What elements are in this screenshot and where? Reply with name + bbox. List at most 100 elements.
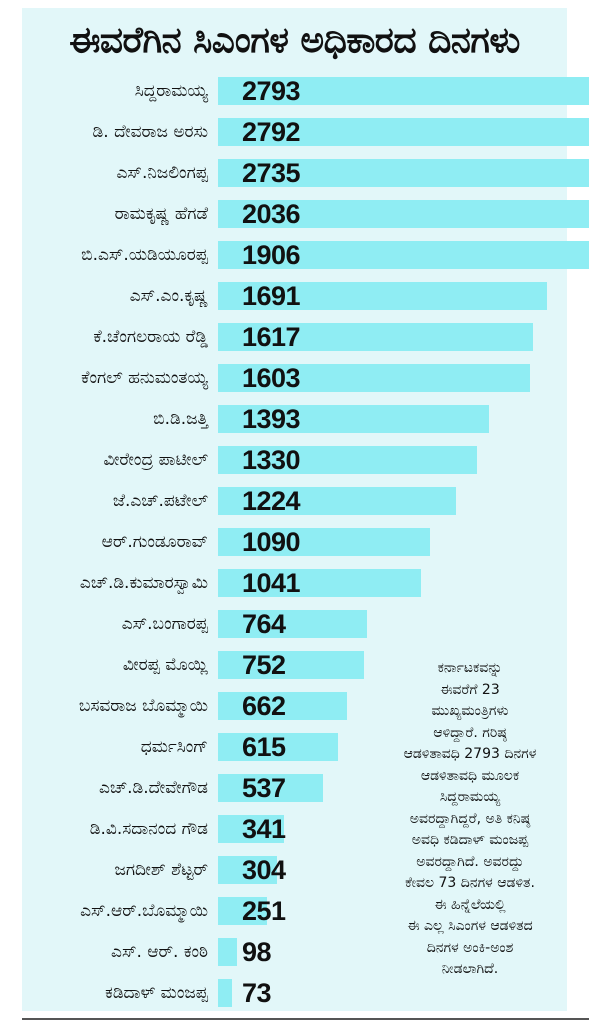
bar-row: ಕಡಿದಾಳ್ ಮಂಜಪ್ಪ 73	[0, 976, 589, 1010]
bar-row: ಸಿದ್ದರಾಮಯ್ಯ 2793	[0, 74, 589, 108]
value-label: 2793	[242, 76, 301, 106]
category-label: ಎಚ್.ಡಿ.ಕುಮಾರಸ್ವಾಮಿ	[79, 573, 208, 593]
bar	[218, 528, 430, 556]
category-label: ಬಿ.ಎಸ್.ಯಡಿಯೂರಪ್ಪ	[81, 245, 208, 265]
value-label: 752	[242, 650, 286, 680]
bar-row: ಜೆ.ಎಚ್.ಪಟೇಲ್ 1224	[0, 484, 589, 518]
category-label: ವೀರೇಂದ್ರ ಪಾಟೀಲ್	[103, 450, 208, 470]
bar	[218, 118, 589, 146]
category-label: ಆರ್.ಗುಂಡೂರಾವ್	[101, 532, 208, 552]
annotation-line: ಆಳಿದ್ದಾರೆ. ಗರಿಷ್ಠ	[433, 724, 507, 741]
bar	[218, 241, 589, 269]
category-label: ಕೆಂಗಲ್ ಹನುಮಂತಯ್ಯ	[81, 368, 208, 388]
value-label: 1041	[242, 568, 301, 598]
bar-row: ಡಿ.ವಿ.ಸದಾನಂದ ಗೌಡ 341	[0, 812, 589, 846]
chart-annotation: ಕರ್ನಾಟಕವನ್ನು ಈವರೆಗೆ 23 ಮುಖ್ಯಮಂತ್ರಿಗಳು ಆಳಿದ್…	[370, 658, 570, 981]
bar	[218, 323, 533, 351]
annotation-line: ಆಡಳಿತಾವಧಿ ಮೂಲಕ	[420, 767, 520, 784]
annotation-line: ಅವರದ್ದಾಗಿದ್ದರೆ, ಅತಿ ಕನಿಷ್ಠ	[409, 810, 531, 827]
annotation-line: ಅವಧಿ ಕಡಿದಾಳ್ ಮಂಜಪ್ಪ	[411, 832, 529, 848]
category-label: ಎಸ್.ಬಂಗಾರಪ್ಪ	[121, 614, 208, 634]
bar	[218, 405, 489, 433]
bar-row: ಕೆ.ಚೆಂಗಲರಾಯ ರೆಡ್ಡಿ 1617	[0, 320, 589, 354]
value-label: 304	[242, 855, 286, 885]
value-label: 1330	[242, 445, 301, 475]
bar-row: ಎಸ್.ಬಂಗಾರಪ್ಪ 764	[0, 607, 589, 641]
value-label: 2792	[242, 117, 301, 147]
bar-row: ಬಿ.ಎಸ್.ಯಡಿಯೂರಪ್ಪ 1906	[0, 238, 589, 272]
bar-row: ಜಗದೀಶ್ ಶೆಟ್ಟರ್ 304	[0, 853, 589, 887]
value-label: 1393	[242, 404, 301, 434]
annotation-line: ಅವರದ್ದಾಗಿದೆ. ಅವರದ್ದು	[416, 853, 524, 870]
bar-row: ವೀರೇಂದ್ರ ಪಾಟೀಲ್ 1330	[0, 443, 589, 477]
category-label: ಕೆ.ಚೆಂಗಲರಾಯ ರೆಡ್ಡಿ	[93, 327, 208, 347]
bar	[218, 856, 277, 884]
value-label: 1224	[242, 486, 301, 516]
value-label: 1617	[242, 322, 301, 352]
bar	[218, 897, 267, 925]
bar	[218, 446, 477, 474]
category-label: ಡಿ. ದೇವರಾಜ ಅರಸು	[92, 122, 208, 142]
bar	[218, 364, 530, 392]
annotation-line: ಈವರೆಗೆ 23	[440, 681, 500, 698]
bar-row: ಆರ್.ಗುಂಡೂರಾವ್ 1090	[0, 525, 589, 559]
bar-row: ಎಚ್.ಡಿ.ದೇವೇಗೌಡ 537	[0, 771, 589, 805]
category-label: ಎಸ್.ಆರ್.ಬೊಮ್ಮಾಯಿ	[80, 901, 208, 921]
value-label: 1691	[242, 281, 301, 311]
bar	[218, 77, 589, 105]
bar	[218, 282, 547, 310]
annotation-line: ನೀಡಲಾಗಿದೆ.	[441, 961, 499, 977]
value-label: 1603	[242, 363, 301, 393]
annotation-line: ಈ ಎಲ್ಲ ಸಿಎಂಗಳ ಆಡಳಿತದ	[407, 918, 533, 934]
bar	[218, 610, 367, 638]
category-label: ಧರ್ಮಸಿಂಗ್	[140, 737, 208, 757]
category-label: ಎಸ್. ಆರ್. ಕಂಠಿ	[111, 942, 208, 962]
value-label: 662	[242, 691, 286, 721]
value-label: 73	[242, 978, 272, 1008]
value-label: 1906	[242, 240, 301, 270]
bar-row: ಧರ್ಮಸಿಂಗ್ 615	[0, 730, 589, 764]
bar-row: ರಾಮಕೃಷ್ಣ ಹೆಗಡೆ 2036	[0, 197, 589, 231]
bar-row: ಎಸ್.ಎಂ.ಕೃಷ್ಣ 1691	[0, 279, 589, 313]
category-label: ವೀರಪ್ಪ ಮೊಯ್ಲಿ	[122, 655, 208, 675]
category-label: ಡಿ.ವಿ.ಸದಾನಂದ ಗೌಡ	[89, 819, 208, 839]
bar	[218, 815, 284, 843]
value-label: 2036	[242, 199, 301, 229]
category-label: ಸಿದ್ದರಾಮಯ್ಯ	[134, 81, 208, 101]
bar	[218, 651, 364, 679]
annotation-line: ಕೇವಲ 73 ದಿನಗಳ ಆಡಳಿತ.	[405, 875, 535, 891]
value-label: 615	[242, 732, 286, 762]
annotation-line: ಸಿದ್ದರಾಮಯ್ಯ	[439, 789, 501, 805]
chart-title: ಈವರೆಗಿನ ಸಿಎಂಗಳ ಅಧಿಕಾರದ ದಿನಗಳು	[69, 20, 520, 61]
bar	[218, 487, 456, 515]
annotation-line: ಆಡಳಿತಾವಧಿ 2793 ದಿನಗಳ	[403, 746, 537, 762]
bar	[218, 733, 338, 761]
category-label: ಜೆ.ಎಚ್.ಪಟೇಲ್	[112, 491, 208, 511]
value-label: 2735	[242, 158, 301, 188]
annotation-line: ಈ ಹಿನ್ನೆಲೆಯಲ್ಲಿ	[434, 896, 506, 913]
category-label: ಬಸವರಾಜ ಬೊಮ್ಮಾಯಿ	[78, 696, 208, 716]
category-label: ಕಡಿದಾಳ್ ಮಂಜಪ್ಪ	[105, 983, 208, 1003]
category-label: ಎಸ್.ಎಂ.ಕೃಷ್ಣ	[129, 286, 208, 306]
category-label: ರಾಮಕೃಷ್ಣ ಹೆಗಡೆ	[114, 204, 208, 224]
bar-row: ಕೆಂಗಲ್ ಹನುಮಂತಯ್ಯ 1603	[0, 361, 589, 395]
bar	[218, 774, 323, 802]
bar-row: ಎಚ್.ಡಿ.ಕುಮಾರಸ್ವಾಮಿ 1041	[0, 566, 589, 600]
bar-row: ಎಸ್.ಆರ್.ಬೊಮ್ಮಾಯಿ 251	[0, 894, 589, 928]
value-label: 341	[242, 814, 286, 844]
bar-row: ಡಿ. ದೇವರಾಜ ಅರಸು 2792	[0, 115, 589, 149]
annotation-line: ಮುಖ್ಯಮಂತ್ರಿಗಳು	[431, 703, 509, 719]
bar-row: ಎಸ್. ಆರ್. ಕಂಠಿ 98	[0, 935, 589, 969]
value-label: 98	[242, 937, 272, 967]
bar-row: ವೀರಪ್ಪ ಮೊಯ್ಲಿ 752	[0, 648, 589, 682]
annotation-line: ದಿನಗಳ ಅಂಕಿ-ಅಂಶ	[426, 939, 514, 956]
category-label: ಎಚ್.ಡಿ.ದೇವೇಗೌಡ	[99, 778, 208, 798]
value-label: 1090	[242, 527, 301, 557]
bottom-rule	[22, 1018, 589, 1020]
bar	[218, 200, 589, 228]
bar-row: ಬಸವರಾಜ ಬೊಮ್ಮಾಯಿ 662	[0, 689, 589, 723]
bar	[218, 692, 347, 720]
bar	[218, 938, 237, 966]
bar	[218, 979, 232, 1007]
value-label: 764	[242, 609, 286, 639]
